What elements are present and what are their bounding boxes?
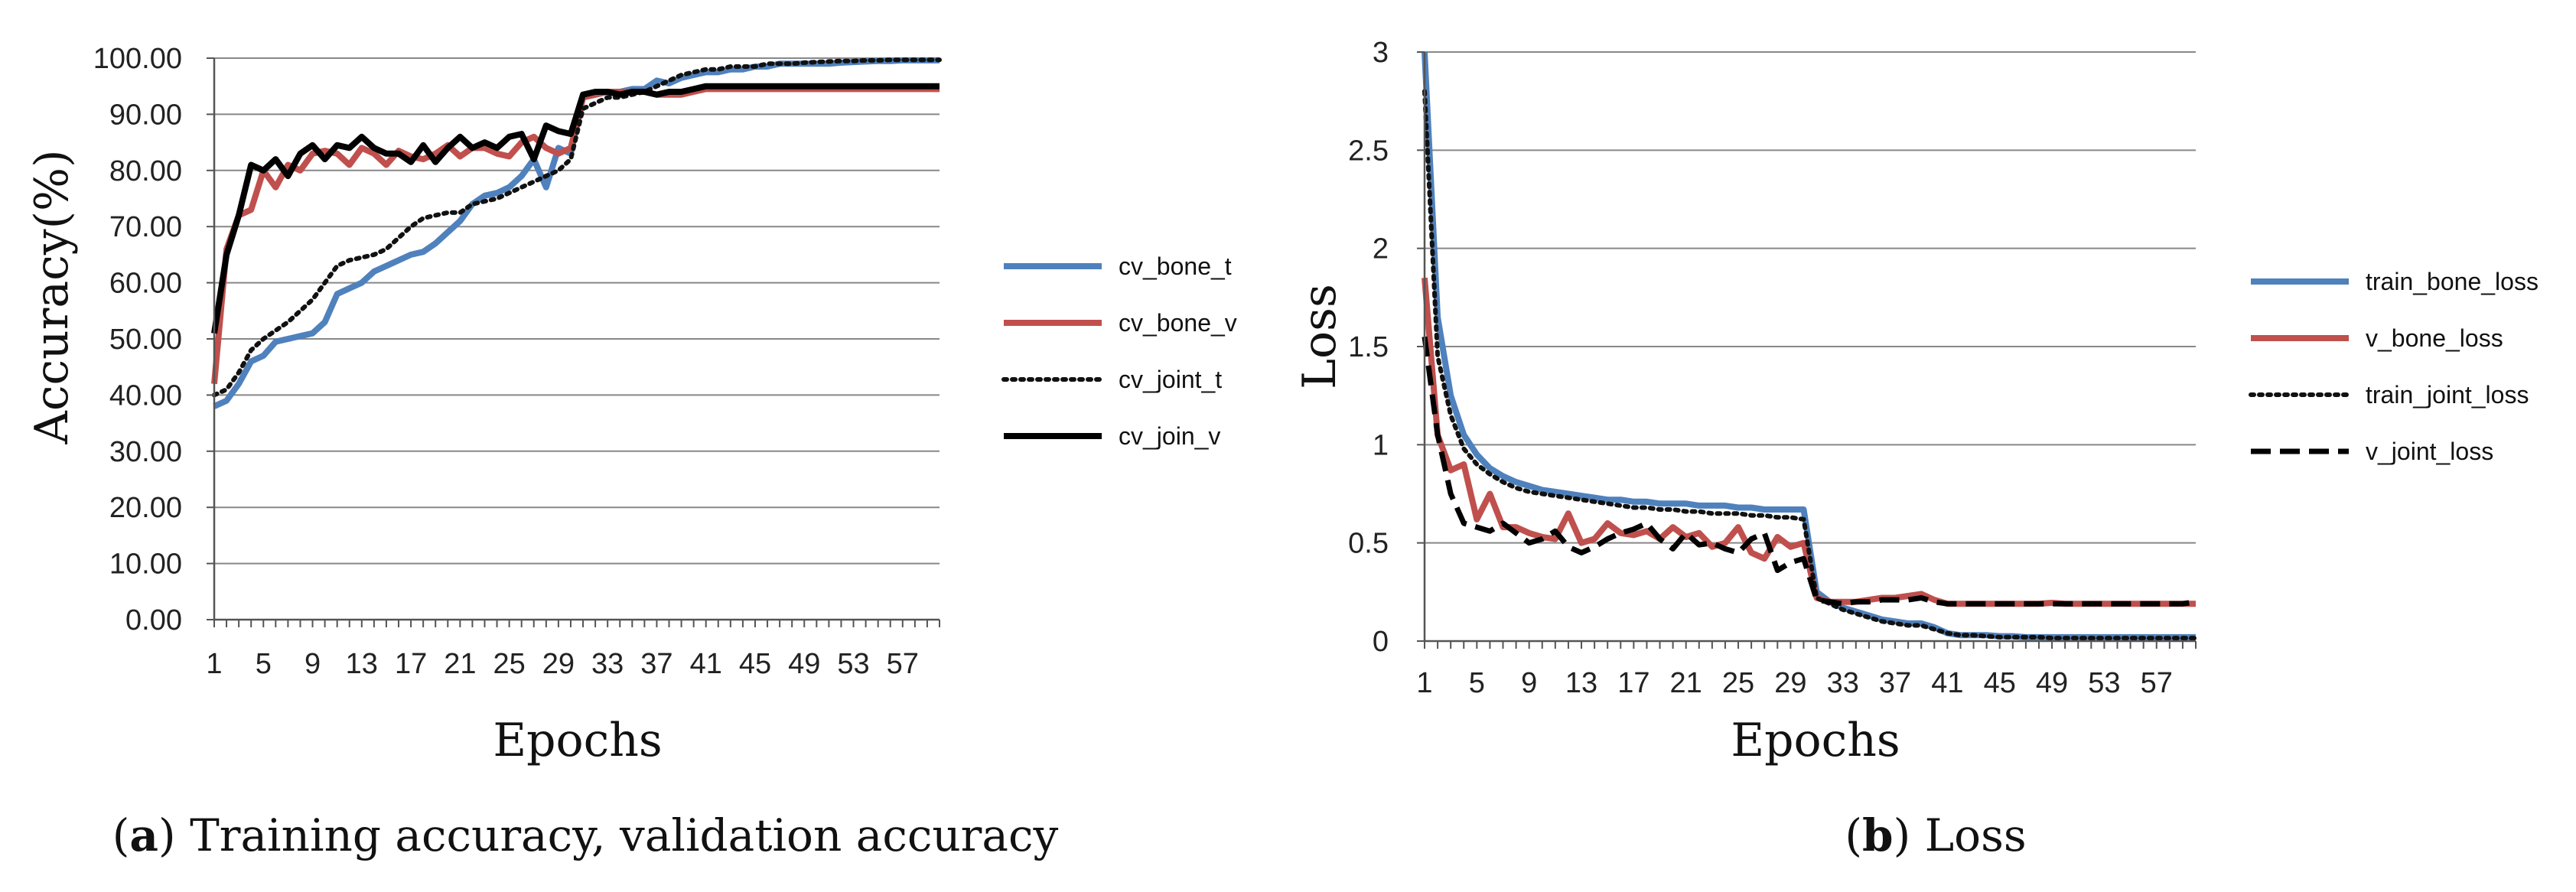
accuracy-x-axis-label: Epochs bbox=[493, 714, 662, 767]
loss-y-tick-label: 2.5 bbox=[1348, 135, 1389, 167]
accuracy-axes bbox=[207, 57, 940, 627]
accuracy-x-tick-label: 17 bbox=[395, 648, 427, 680]
accuracy-y-tick-label: 80.00 bbox=[109, 155, 182, 187]
accuracy-x-tick-label: 37 bbox=[640, 648, 672, 680]
loss-legend-label: train_bone_loss bbox=[2366, 268, 2539, 295]
loss-legend-label: v_bone_loss bbox=[2366, 324, 2503, 352]
loss-x-tick-label: 29 bbox=[1774, 667, 1806, 699]
loss-caption-letter: b bbox=[1862, 809, 1894, 861]
loss-y-tick-label: 1 bbox=[1373, 429, 1389, 461]
loss-x-tick-label: 57 bbox=[2141, 667, 2173, 699]
accuracy-y-tick-label: 30.00 bbox=[109, 436, 182, 468]
accuracy-x-tick-label: 33 bbox=[591, 648, 624, 680]
loss-series-v-joint-loss bbox=[1422, 336, 2197, 607]
accuracy-x-tick-label: 41 bbox=[690, 648, 722, 680]
accuracy-x-tick-label: 1 bbox=[206, 648, 222, 680]
loss-legend: train_bone_loss v_bone_loss train_joint_lo… bbox=[2249, 268, 2539, 465]
loss-x-tick-label: 49 bbox=[2036, 667, 2068, 699]
accuracy-y-tick-label: 0.00 bbox=[125, 604, 182, 636]
accuracy-y-tick-label: 70.00 bbox=[109, 211, 182, 243]
accuracy-caption-letter: a bbox=[129, 809, 158, 861]
accuracy-x-tick-label: 25 bbox=[493, 648, 525, 680]
loss-caption-text: Loss bbox=[1925, 809, 2027, 861]
accuracy-y-tick-labels: 0.00 10.00 20.00 30.00 40.00 50.00 60.00 70.00 8… bbox=[93, 43, 182, 636]
loss-chart: 0 0.5 1 1.5 2 2.5 3 1 5 9 13 17 21 25 29 33 37 41 45 49 53 5… bbox=[1293, 37, 2539, 861]
loss-y-tick-label: 3 bbox=[1373, 37, 1389, 69]
accuracy-x-tick-labels: 1 5 9 13 17 21 25 29 33 37 41 45 49 53 57 bbox=[206, 648, 919, 680]
accuracy-legend-label: cv_bone_v bbox=[1119, 309, 1237, 337]
accuracy-chart: 0.00 10.00 20.00 30.00 40.00 50.00 60.00 70.00 8… bbox=[25, 43, 1237, 861]
accuracy-y-tick-label: 90.00 bbox=[109, 99, 182, 131]
accuracy-x-tick-label: 57 bbox=[887, 648, 919, 680]
accuracy-legend-label: cv_join_v bbox=[1119, 422, 1220, 450]
loss-axes bbox=[1417, 51, 2197, 649]
accuracy-series-cv-joint-t bbox=[212, 57, 942, 398]
accuracy-legend-label: cv_joint_t bbox=[1119, 366, 1222, 393]
loss-y-tick-label: 2 bbox=[1373, 233, 1389, 265]
loss-series-train-joint-loss bbox=[1422, 89, 2198, 641]
accuracy-y-tick-label: 10.00 bbox=[109, 549, 182, 581]
accuracy-x-tick-label: 5 bbox=[256, 648, 272, 680]
accuracy-y-tick-label: 20.00 bbox=[109, 492, 182, 524]
loss-y-axis-label: Loss bbox=[1293, 284, 1347, 389]
loss-x-tick-label: 41 bbox=[1931, 667, 1963, 699]
loss-y-tick-label: 1.5 bbox=[1348, 331, 1389, 363]
accuracy-x-tick-label: 29 bbox=[542, 648, 575, 680]
loss-x-tick-label: 53 bbox=[2088, 667, 2120, 699]
accuracy-x-tick-label: 9 bbox=[304, 648, 321, 680]
accuracy-caption: (a) Training accuracy, validation accura… bbox=[112, 809, 1059, 861]
loss-x-tick-label: 25 bbox=[1722, 667, 1754, 699]
accuracy-y-axis-label: Accuracy(%) bbox=[25, 150, 79, 445]
loss-x-tick-label: 5 bbox=[1469, 667, 1485, 699]
loss-x-tick-label: 33 bbox=[1827, 667, 1859, 699]
accuracy-caption-text: Training accuracy, validation accuracy bbox=[190, 809, 1058, 861]
accuracy-y-tick-label: 60.00 bbox=[109, 268, 182, 300]
loss-series-lines bbox=[1422, 51, 2198, 641]
loss-x-tick-label: 1 bbox=[1416, 667, 1432, 699]
loss-x-tick-labels: 1 5 9 13 17 21 25 29 33 37 41 45 49 53 57 bbox=[1416, 667, 2172, 699]
loss-x-axis-label: Epochs bbox=[1731, 714, 1900, 767]
loss-gridlines bbox=[1425, 51, 2196, 544]
accuracy-series-lines bbox=[211, 57, 942, 409]
accuracy-legend: cv_bone_t cv_bone_v cv_joint_t cv_join_v bbox=[1001, 252, 1237, 450]
loss-y-tick-labels: 0 0.5 1 1.5 2 2.5 3 bbox=[1348, 37, 1389, 658]
accuracy-x-tick-label: 45 bbox=[739, 648, 771, 680]
loss-x-tick-label: 9 bbox=[1521, 667, 1537, 699]
accuracy-legend-label: cv_bone_t bbox=[1119, 252, 1232, 280]
loss-x-tick-label: 45 bbox=[1984, 667, 2016, 699]
accuracy-x-tick-label: 13 bbox=[346, 648, 378, 680]
loss-x-tick-label: 17 bbox=[1617, 667, 1649, 699]
accuracy-x-tick-label: 53 bbox=[837, 648, 869, 680]
loss-legend-label: v_joint_loss bbox=[2366, 438, 2493, 465]
loss-y-tick-label: 0 bbox=[1373, 626, 1389, 658]
accuracy-series-cv-join-v bbox=[211, 83, 940, 334]
loss-caption: (b) Loss bbox=[1845, 809, 2026, 861]
accuracy-x-tick-label: 49 bbox=[788, 648, 820, 680]
loss-y-tick-label: 0.5 bbox=[1348, 528, 1389, 560]
loss-x-tick-label: 21 bbox=[1670, 667, 1702, 699]
accuracy-y-tick-label: 100.00 bbox=[93, 43, 182, 75]
accuracy-y-tick-label: 40.00 bbox=[109, 379, 182, 412]
loss-legend-label: train_joint_loss bbox=[2366, 381, 2529, 409]
loss-x-tick-label: 13 bbox=[1565, 667, 1597, 699]
accuracy-x-tick-label: 21 bbox=[444, 648, 476, 680]
accuracy-y-tick-label: 50.00 bbox=[109, 324, 182, 356]
loss-x-tick-label: 37 bbox=[1879, 667, 1911, 699]
